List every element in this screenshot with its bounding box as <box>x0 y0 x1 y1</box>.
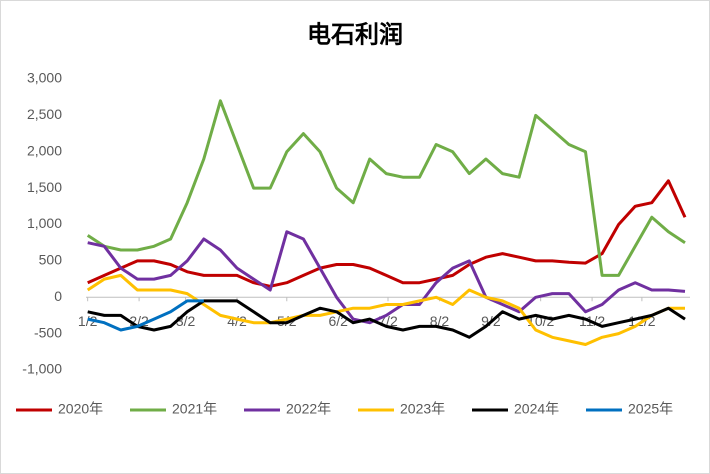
legend-label: 2024年 <box>514 401 559 417</box>
series-line <box>87 299 204 332</box>
y-tick-label: -1,000 <box>22 361 62 377</box>
series-line <box>87 230 686 325</box>
legend-label: 2022年 <box>286 401 331 417</box>
y-tick-label: 1,000 <box>27 215 62 231</box>
y-tick-label: 2,500 <box>27 106 62 122</box>
series-line <box>86 99 686 277</box>
y-tick-label: 3,000 <box>27 70 62 86</box>
y-tick-label: 1,500 <box>27 179 62 195</box>
y-tick-label: 0 <box>54 288 62 304</box>
legend-label: 2020年 <box>58 401 103 417</box>
y-tick-label: -500 <box>34 324 62 340</box>
series-line <box>87 299 686 339</box>
chart-title: 电石利润 <box>307 20 403 48</box>
x-tick-label: 1/2 <box>78 313 98 329</box>
legend-label: 2021年 <box>172 401 217 417</box>
legend-label: 2025年 <box>628 401 673 417</box>
y-tick-label: 2,000 <box>27 142 62 158</box>
series-line <box>87 179 687 288</box>
series-line <box>86 273 685 346</box>
legend-label: 2023年 <box>400 401 445 417</box>
y-tick-label: 500 <box>39 252 63 268</box>
x-tick-label: 6/2 <box>328 313 348 329</box>
